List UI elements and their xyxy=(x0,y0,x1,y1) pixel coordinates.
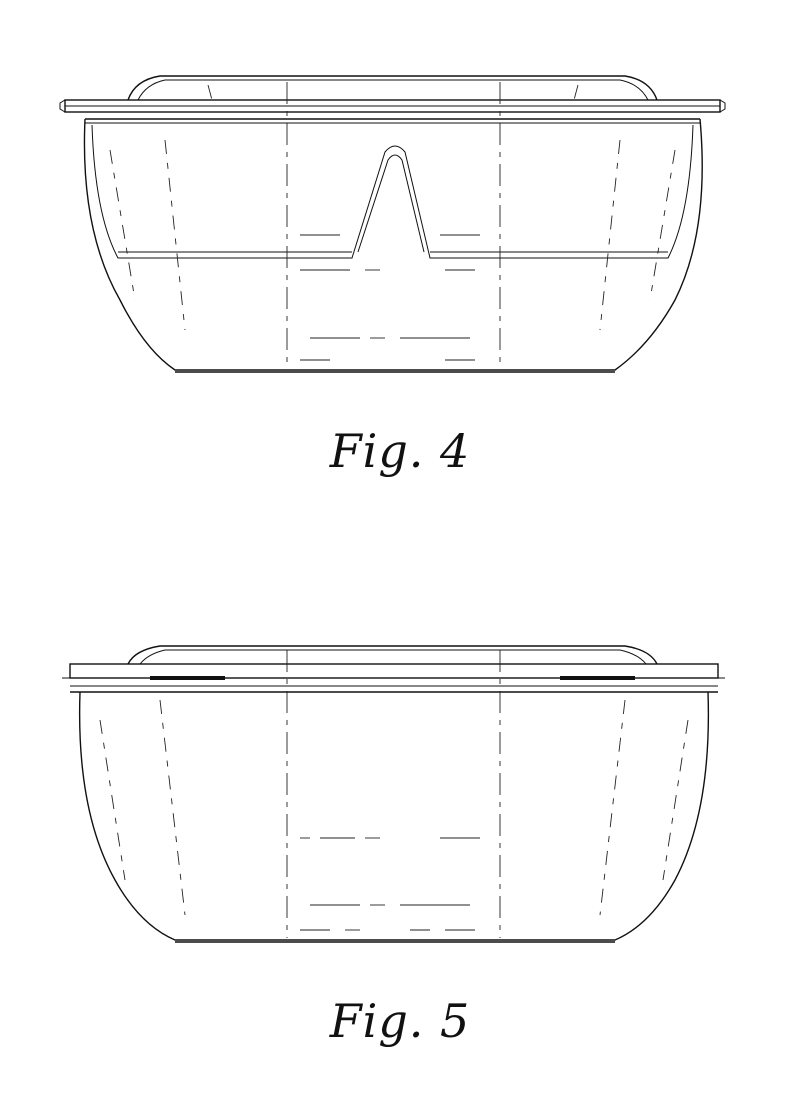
fig4-contour-1 xyxy=(165,140,185,330)
fig5-contour-1 xyxy=(160,700,185,915)
fig5-bowl-outline xyxy=(80,692,709,940)
fig4-bowl-outline xyxy=(84,119,702,370)
fig5-lid-flange xyxy=(70,664,718,678)
fig4-lid-dome-inner xyxy=(138,80,648,100)
figure-5-svg xyxy=(0,630,800,950)
figure-5-caption: Fig. 5 xyxy=(0,994,800,1048)
fig4-contour-5 xyxy=(110,150,135,300)
fig5-lid-dome xyxy=(128,646,657,664)
fig4-contour-6 xyxy=(650,150,675,300)
fig5-contour-2 xyxy=(600,700,625,915)
figure-5-drawing xyxy=(0,630,800,950)
fig5-left-strip xyxy=(150,676,225,680)
fig5-lid-dome-inner xyxy=(140,650,646,664)
figure-4-drawing xyxy=(0,60,800,390)
fig4-right-tab xyxy=(720,100,725,112)
fig4-contour-2 xyxy=(600,140,620,330)
fig4-left-tab xyxy=(60,100,65,112)
figure-4-svg xyxy=(0,60,800,390)
fig4-sleeve-top xyxy=(92,125,693,258)
fig5-right-strip xyxy=(560,676,635,680)
fig4-sleeve-notch-inner xyxy=(358,155,424,252)
fig5-contour-4 xyxy=(663,720,688,880)
fig4-contour-3 xyxy=(208,85,212,100)
fig4-contour-4 xyxy=(574,85,578,100)
figure-4-caption: Fig. 4 xyxy=(0,424,800,478)
